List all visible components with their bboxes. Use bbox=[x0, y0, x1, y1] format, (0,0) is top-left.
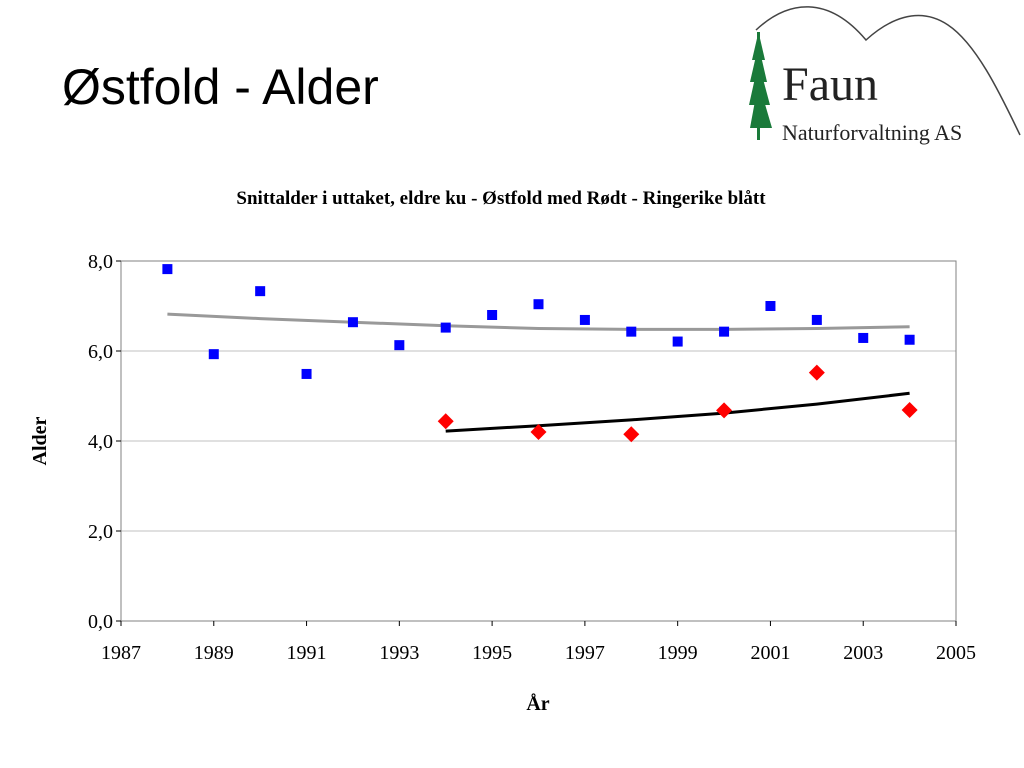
data-points bbox=[162, 264, 918, 443]
y-tick-label: 2,0 bbox=[88, 521, 113, 543]
y-tick-label: 8,0 bbox=[88, 251, 113, 273]
trendline bbox=[167, 312, 910, 331]
data-point-diamond bbox=[437, 413, 454, 430]
trendlines bbox=[167, 312, 910, 433]
data-point-square bbox=[394, 340, 405, 351]
data-point-square bbox=[719, 326, 730, 337]
chart-title: Snittalder i uttaket, eldre ku - Østfold… bbox=[236, 188, 766, 209]
y-tick-label: 4,0 bbox=[88, 431, 113, 453]
x-tick-label: 2005 bbox=[936, 642, 976, 664]
data-point-square bbox=[626, 326, 637, 337]
gridlines bbox=[121, 350, 956, 532]
y-tick-label: 6,0 bbox=[88, 341, 113, 363]
trendline bbox=[445, 391, 910, 433]
data-point-square bbox=[301, 368, 312, 379]
x-tick-label: 1999 bbox=[658, 642, 698, 664]
data-point-diamond bbox=[901, 401, 918, 418]
data-point-square bbox=[858, 332, 869, 343]
data-point-square bbox=[533, 299, 544, 310]
data-point-square bbox=[811, 314, 822, 325]
data-point-square bbox=[579, 314, 590, 325]
x-tick-label: 2001 bbox=[750, 642, 790, 664]
x-tick-label: 1991 bbox=[287, 642, 327, 664]
data-point-diamond bbox=[530, 424, 547, 440]
data-point-diamond bbox=[623, 426, 640, 443]
company-logo: Faun Naturforvaltning AS bbox=[749, 6, 1021, 145]
data-point-diamond bbox=[716, 402, 733, 419]
tree-icon bbox=[749, 32, 772, 140]
data-point-diamond bbox=[808, 364, 825, 381]
data-point-square bbox=[440, 322, 451, 333]
data-point-square bbox=[487, 310, 498, 320]
x-tick-label: 1997 bbox=[565, 642, 605, 664]
x-axis-label: År bbox=[526, 692, 549, 715]
x-tick-label: 1993 bbox=[379, 642, 419, 664]
data-point-square bbox=[162, 264, 173, 275]
x-tick-label: 2003 bbox=[843, 642, 883, 664]
data-point-square bbox=[672, 336, 683, 347]
data-point-square bbox=[208, 349, 219, 360]
data-point-square bbox=[255, 286, 266, 297]
data-point-square bbox=[904, 334, 915, 345]
x-tick-label: 1989 bbox=[194, 642, 234, 664]
data-point-square bbox=[347, 317, 358, 328]
axes: 0,0 2,0 4,0 6,0 8,0 1987 1989 1991 1993 1995 1997 1… bbox=[88, 251, 976, 664]
data-point-square bbox=[765, 301, 776, 311]
x-tick-label: 1995 bbox=[472, 642, 512, 664]
x-tick-label: 1987 bbox=[101, 642, 141, 664]
chart: Snittalder i uttaket, eldre ku - Østfold… bbox=[29, 188, 976, 715]
y-axis-label: Alder bbox=[29, 416, 51, 465]
logo-subtitle: Naturforvaltning AS bbox=[782, 120, 962, 145]
logo-word: Faun bbox=[782, 58, 878, 111]
slide-title: Østfold - Alder bbox=[62, 59, 379, 115]
logo-hill-outline bbox=[755, 6, 1021, 136]
y-tick-label: 0,0 bbox=[88, 611, 113, 633]
